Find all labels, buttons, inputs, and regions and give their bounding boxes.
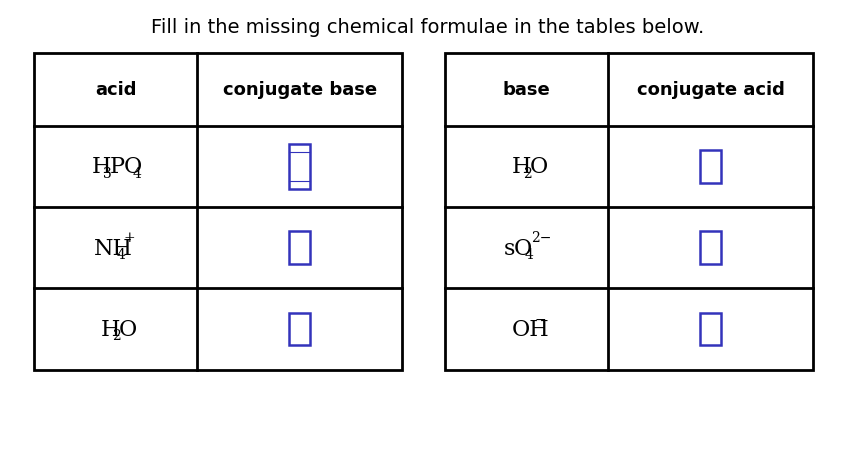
Text: conjugate acid: conjugate acid <box>637 81 784 99</box>
Text: 2−: 2− <box>532 231 552 244</box>
Text: 4: 4 <box>525 248 533 261</box>
Bar <box>34 54 402 370</box>
Text: 2: 2 <box>523 166 532 180</box>
Text: H: H <box>512 156 532 178</box>
Text: Fill in the missing chemical formulae in the tables below.: Fill in the missing chemical formulae in… <box>152 18 704 37</box>
Text: 4: 4 <box>116 248 125 261</box>
Text: +: + <box>123 231 135 244</box>
Text: OH: OH <box>512 318 550 340</box>
Bar <box>288 313 310 345</box>
Text: PO: PO <box>110 156 143 178</box>
Text: H: H <box>92 156 111 178</box>
Bar <box>699 232 721 264</box>
Text: NH: NH <box>94 237 134 259</box>
Bar <box>288 232 310 264</box>
Text: s: s <box>504 237 515 259</box>
Bar <box>288 144 310 189</box>
Text: O: O <box>514 237 532 259</box>
Text: 3: 3 <box>104 166 112 180</box>
Text: 4: 4 <box>132 166 141 180</box>
Text: −: − <box>534 312 546 326</box>
Bar <box>445 54 813 370</box>
Text: conjugate base: conjugate base <box>223 81 377 99</box>
Bar <box>699 313 721 345</box>
Text: O: O <box>119 318 137 340</box>
Text: acid: acid <box>95 81 136 99</box>
Text: O: O <box>530 156 548 178</box>
Text: H: H <box>101 318 121 340</box>
Text: base: base <box>502 81 550 99</box>
Bar <box>699 151 721 183</box>
Text: 2: 2 <box>112 329 121 342</box>
